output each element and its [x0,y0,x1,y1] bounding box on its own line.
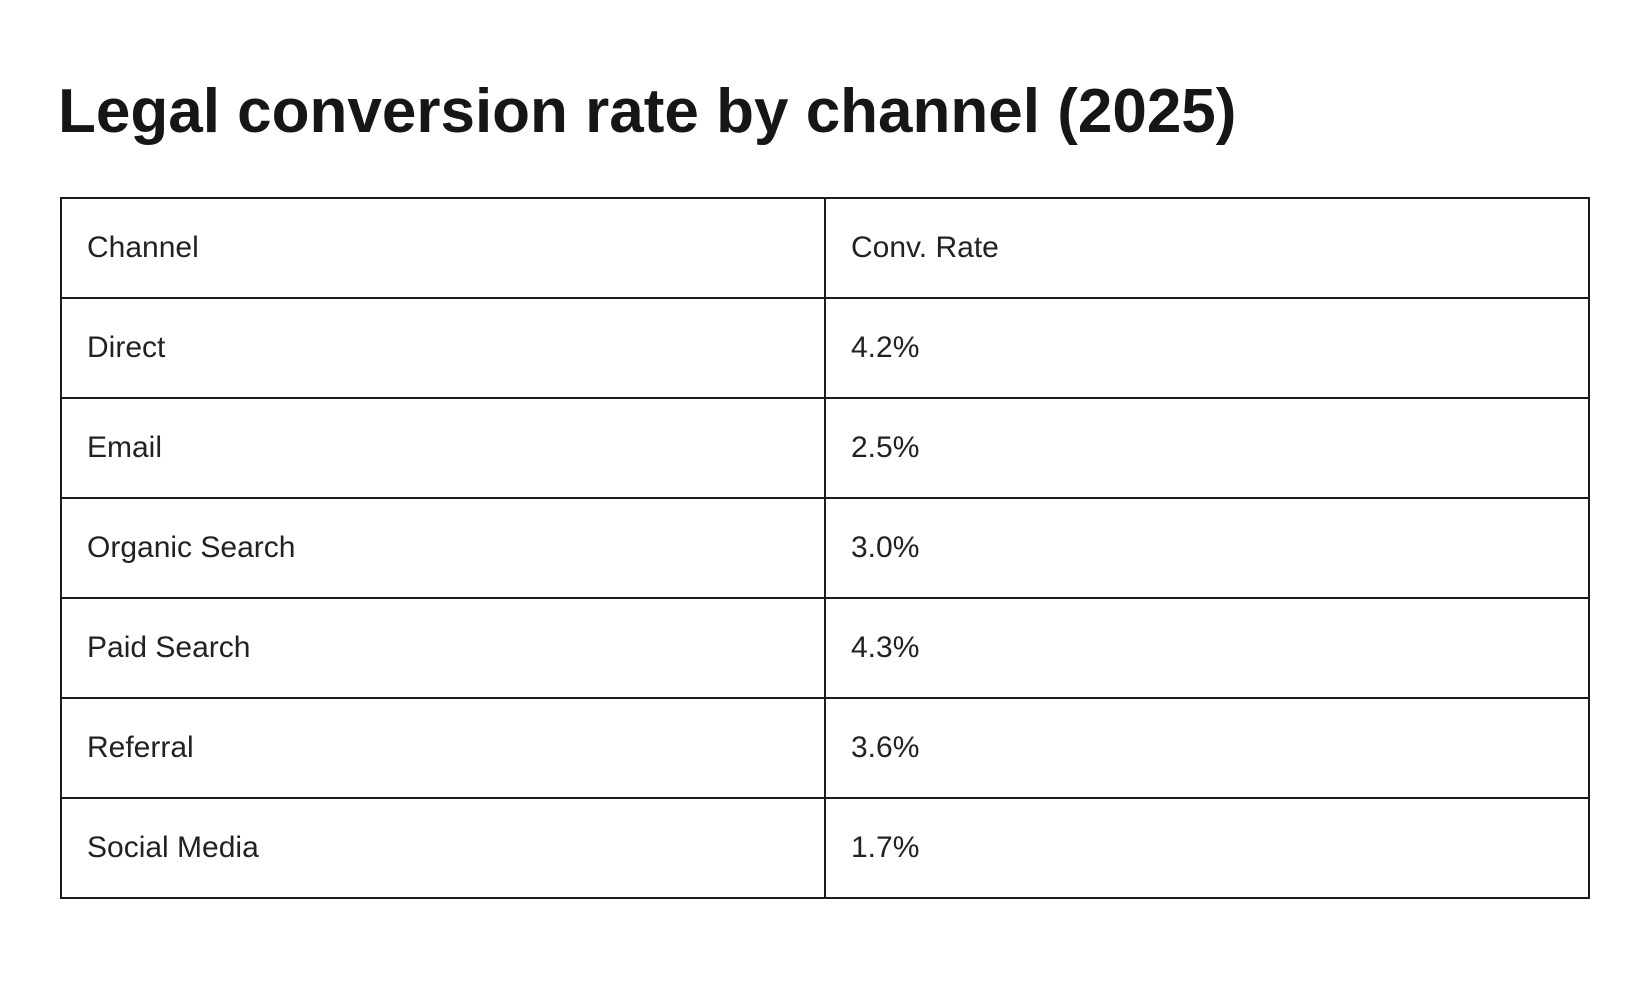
table-row: Referral 3.6% [60,697,1590,799]
table-header: Channel Conv. Rate [60,197,1590,299]
table-row: Direct 4.2% [60,297,1590,399]
cell-channel: Social Media [60,797,826,899]
table-row: Social Media 1.7% [60,797,1590,899]
cell-conv-rate: 4.3% [824,597,1590,699]
cell-conv-rate: 3.0% [824,497,1590,599]
cell-channel: Email [60,397,826,499]
cell-channel: Direct [60,297,826,399]
table-row: Email 2.5% [60,397,1590,499]
cell-channel: Paid Search [60,597,826,699]
header-channel: Channel [60,197,826,299]
page-title: Legal conversion rate by channel (2025) [58,77,1237,146]
cell-conv-rate: 2.5% [824,397,1590,499]
cell-channel: Organic Search [60,497,826,599]
header-row: Channel Conv. Rate [60,197,1590,299]
table-body: Direct 4.2% Email 2.5% Organic Search 3.… [60,297,1590,899]
cell-channel: Referral [60,697,826,799]
cell-conv-rate: 4.2% [824,297,1590,399]
data-table: Channel Conv. Rate Direct 4.2% Email 2.5… [60,197,1590,899]
table-row: Paid Search 4.3% [60,597,1590,699]
table-row: Organic Search 3.0% [60,497,1590,599]
cell-conv-rate: 3.6% [824,697,1590,799]
header-conv-rate: Conv. Rate [824,197,1590,299]
cell-conv-rate: 1.7% [824,797,1590,899]
